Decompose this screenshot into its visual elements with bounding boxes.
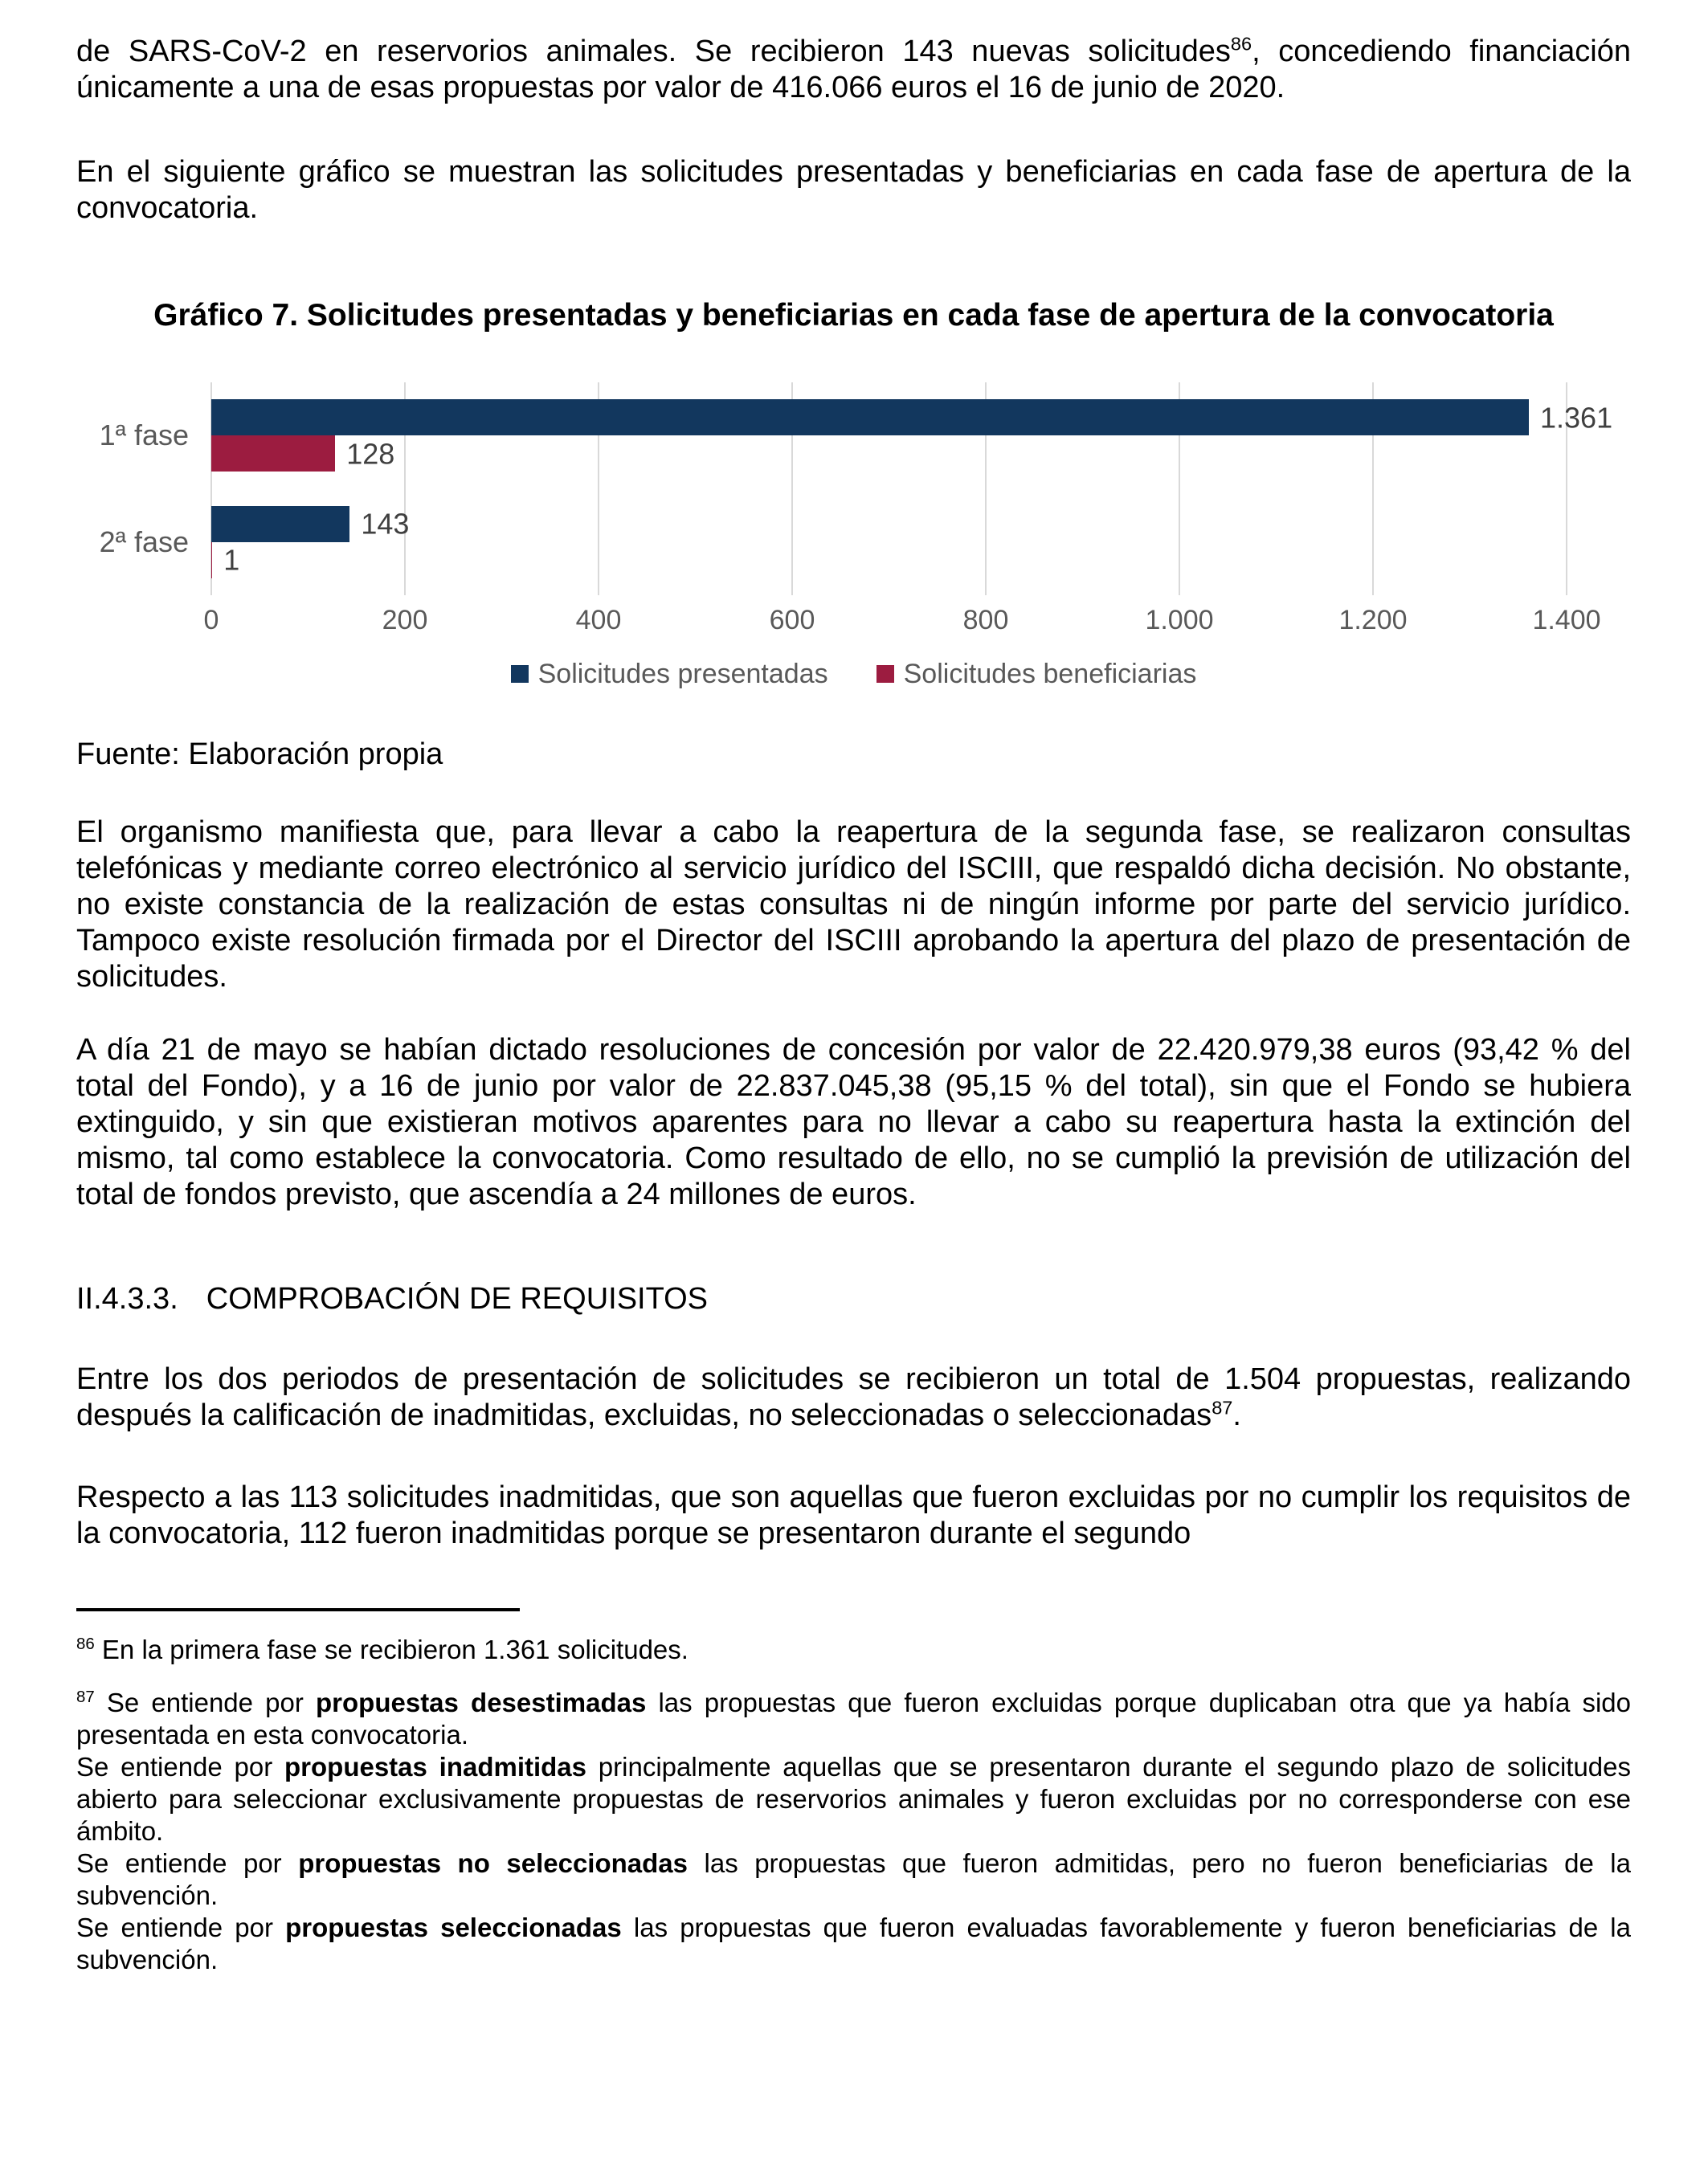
bar-beneficiarias — [211, 435, 336, 472]
section-heading-title: COMPROBACIÓN DE REQUISITOS — [206, 1282, 709, 1316]
footnote-87-text: Se entiende por — [76, 1752, 284, 1782]
paragraph-sars-text-end: , concediendo financiación únicamente a … — [76, 35, 1631, 104]
footnote-87-bold-term: propuestas desestimadas — [316, 1688, 647, 1717]
legend-item: Solicitudes presentadas — [510, 658, 828, 690]
footnote-86-number: 86 — [76, 1635, 95, 1653]
bar-value-label: 143 — [361, 507, 410, 541]
footnote-87-line: Se entiende por propuestas inadmitidas p… — [76, 1751, 1631, 1847]
gridline — [598, 382, 599, 595]
paragraph-propuestas-text-end: . — [1232, 1398, 1241, 1432]
chart-figure: Gráfico 7. Solicitudes presentadas y ben… — [76, 296, 1631, 690]
legend-label: Solicitudes presentadas — [537, 659, 828, 689]
paragraph-inadmitidas: Respecto a las 113 solicitudes inadmitid… — [76, 1480, 1631, 1550]
legend-item: Solicitudes beneficiarias — [876, 658, 1197, 690]
gridline — [1372, 382, 1374, 595]
footnote-87-bold-term: propuestas seleccionadas — [285, 1913, 622, 1942]
footnote-separator — [76, 1608, 520, 1611]
gridline — [985, 382, 987, 595]
chart-x-axis: 0 200 400 600 800 1.000 1.200 1.400 — [204, 595, 1601, 645]
x-tick-label: 600 — [769, 605, 815, 635]
paragraph-organismo: El organismo manifiesta que, para llevar… — [76, 815, 1631, 994]
paragraph-grafico-intro: En el siguiente gráfico se muestran las … — [76, 155, 1631, 225]
bar-chart-plot: 1ª fase 1.361 128 2ª fase 143 1 — [100, 382, 1612, 595]
x-tick-label: 800 — [962, 605, 1009, 635]
footnote-ref-87: 87 — [1212, 1397, 1233, 1419]
gridline — [1566, 382, 1567, 595]
gridline — [210, 382, 212, 595]
footnote-87-text: principalmente aquellas que se presentar… — [76, 1752, 1631, 1846]
legend-swatch — [876, 665, 894, 683]
footnote-87-line: Se entiende por propuestas seleccionadas… — [76, 1912, 1631, 1976]
footnote-87-text: las propuestas que fueron excluidas porq… — [76, 1688, 1632, 1750]
footnote-87-text: Se entiende por — [76, 1913, 286, 1942]
footnote-87-bold-term: propuestas inadmitidas — [284, 1752, 587, 1782]
footnote-87-text: Se entiende por — [76, 1848, 299, 1878]
bar-value-label: 1.361 — [1540, 401, 1613, 435]
paragraph-propuestas-text: Entre los dos periodos de presentación d… — [76, 1362, 1631, 1432]
footnote-ref-86: 86 — [1230, 33, 1252, 55]
gridline — [1179, 382, 1180, 595]
paragraph-propuestas: Entre los dos periodos de presentación d… — [76, 1362, 1631, 1434]
paragraph-sars-text: de SARS-CoV-2 en reservorios animales. S… — [76, 35, 1231, 68]
gridline — [791, 382, 793, 595]
legend-swatch — [510, 665, 529, 683]
category-label: 1ª fase — [99, 418, 189, 452]
x-tick-label: 1.400 — [1532, 605, 1601, 635]
bar-presentadas — [211, 505, 350, 542]
paragraph-sars: de SARS-CoV-2 en reservorios animales. S… — [76, 34, 1631, 106]
bar-presentadas — [211, 399, 1529, 436]
x-tick-label: 400 — [575, 605, 622, 635]
category-label: 2ª fase — [99, 525, 189, 558]
chart-legend: Solicitudes presentadas Solicitudes benef… — [76, 658, 1631, 690]
footnote-87-text: Se entiende por — [106, 1688, 317, 1717]
footnote-86: 86 En la primera fase se recibieron 1.36… — [76, 1634, 1631, 1666]
x-tick-label: 1.000 — [1145, 605, 1214, 635]
footnote-87-bold-term: propuestas no seleccionadas — [298, 1848, 689, 1878]
gridline — [404, 382, 406, 595]
footnote-86-text: En la primera fase se recibieron 1.361 s… — [101, 1635, 689, 1664]
chart-title: Gráfico 7. Solicitudes presentadas y ben… — [153, 298, 1554, 333]
x-tick-label: 0 — [203, 605, 219, 635]
footnote-87-line: 87 Se entiende por propuestas desestimad… — [76, 1687, 1631, 1751]
section-heading: II.4.3.3. COMPROBACIÓN DE REQUISITOS — [76, 1281, 1631, 1317]
x-tick-label: 1.200 — [1338, 605, 1408, 635]
bar-value-label: 128 — [346, 437, 395, 471]
bar-value-label: 1 — [223, 543, 240, 577]
bar-beneficiarias — [211, 541, 213, 578]
x-tick-label: 200 — [382, 605, 428, 635]
footnote-87-number: 87 — [76, 1688, 95, 1706]
footnote-87-text: las propuestas que fueron admitidas, per… — [76, 1848, 1631, 1910]
legend-label: Solicitudes beneficiarias — [903, 659, 1197, 689]
chart-source-line: Fuente: Elaboración propia — [76, 737, 443, 771]
section-heading-number: II.4.3.3. — [76, 1282, 178, 1316]
paragraph-resoluciones: A día 21 de mayo se habían dictado resol… — [76, 1033, 1631, 1211]
footnote-87-line: Se entiende por propuestas no selecciona… — [76, 1847, 1631, 1912]
footnote-87-text: las propuestas que fueron evaluadas favo… — [76, 1913, 1631, 1974]
